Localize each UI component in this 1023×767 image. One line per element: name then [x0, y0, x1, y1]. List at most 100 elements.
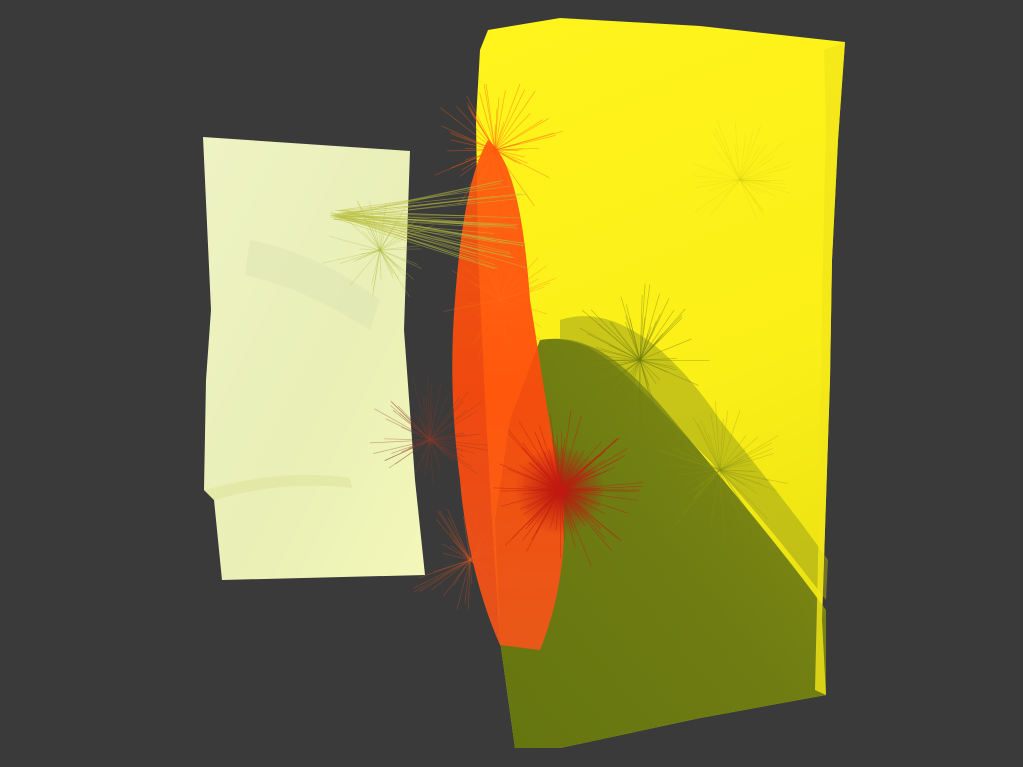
fiber-strand [413, 559, 471, 593]
fiber-strand [443, 553, 471, 561]
fiber-strand [494, 149, 521, 165]
fiber-strand [384, 439, 431, 462]
fiber-strand [340, 179, 504, 216]
fiber-strand [559, 489, 602, 528]
fiber-strand [494, 118, 549, 151]
fiber-strand [605, 359, 641, 389]
fiber-strand [494, 147, 540, 151]
fiber-strand [472, 299, 501, 345]
fiber-strand [599, 359, 641, 371]
fiber-strand [469, 559, 493, 574]
fiber-strand [719, 469, 755, 489]
fiber-strand [607, 359, 641, 362]
fiber-strand [451, 149, 496, 169]
fiber-strand [692, 175, 741, 181]
fiber-strand [559, 489, 562, 559]
fiber-strand [469, 542, 488, 561]
fiber-strand [466, 95, 496, 151]
fiber-strand [639, 317, 683, 361]
fiber-strand [469, 549, 491, 561]
fiber-strand [379, 249, 402, 270]
fiber-strand [639, 334, 649, 361]
fiber-strand [472, 282, 501, 301]
fiber-strand [719, 469, 763, 485]
fiber-strand [719, 458, 743, 471]
fiber-strand [379, 231, 391, 251]
fiber-strand [716, 119, 741, 181]
fiber-strand [595, 359, 641, 372]
fiber-strand [349, 193, 522, 213]
fiber-strand [332, 218, 495, 234]
fiber-strand [483, 261, 501, 301]
fiber-strand [494, 149, 505, 185]
fiber-strand [739, 179, 759, 194]
fiber-strand [725, 152, 741, 181]
fiber-strand [739, 175, 771, 181]
fiber-strand [499, 299, 508, 323]
fiber-strand [443, 299, 501, 312]
fiber-strand [494, 149, 509, 175]
fiber-strand [711, 145, 741, 181]
fiber-strand [372, 249, 381, 297]
fiber-strand [499, 274, 510, 301]
fiber-strand [500, 489, 561, 492]
fiber-strand [429, 439, 473, 468]
fiber-strand [525, 489, 561, 509]
fiber-strand [613, 359, 641, 396]
fiber-strand [499, 282, 551, 301]
fiber-strand [608, 344, 641, 361]
fiber-strand [464, 149, 496, 161]
fiber-strand [429, 439, 463, 452]
fiber-strand [499, 299, 523, 309]
fiber-strand [339, 185, 510, 211]
fiber-strand [535, 489, 561, 534]
fiber-strand [456, 106, 496, 151]
fiber-strand [379, 249, 422, 269]
fiber-strand [429, 439, 441, 472]
fiber-strand [494, 90, 506, 151]
fiber-strand [429, 438, 454, 441]
yellow-block[interactable] [476, 18, 845, 748]
pale-panel[interactable] [203, 137, 425, 580]
fiber-strand [379, 249, 394, 275]
fiber-strand [629, 318, 641, 361]
fiber-strand [340, 249, 381, 264]
fiber-strand [360, 249, 381, 255]
fiber-strand [429, 439, 459, 462]
fiber-strand [719, 459, 746, 471]
fiber-strand [682, 469, 721, 514]
fiber-strand [477, 149, 496, 172]
fiber-strand [433, 559, 471, 573]
fiber-strand [594, 359, 641, 368]
fiber-strand [408, 439, 431, 449]
fiber-strand [429, 439, 461, 459]
fiber-strand [519, 465, 561, 491]
fiber-strand [739, 161, 792, 181]
fiber-strand [494, 112, 531, 151]
fiber-strand [494, 271, 501, 301]
fiber-strand [429, 410, 478, 441]
fiber-strand [494, 122, 505, 151]
fiber-strand [388, 439, 431, 469]
fiber-strand [431, 559, 471, 591]
fiber-strand [669, 446, 721, 471]
fiber-strand [447, 509, 471, 561]
fiber-strand [475, 299, 501, 319]
fiber-strand [693, 469, 721, 492]
fiber-strand [452, 270, 501, 301]
fiber-strand [477, 299, 501, 359]
fiber-strand [719, 448, 774, 471]
fiber-strand [499, 257, 539, 301]
fiber-strand [466, 523, 471, 561]
fiber-strand [469, 559, 493, 580]
fiber-strand [499, 290, 533, 301]
fiber-strand [499, 278, 539, 301]
fiber-strand [675, 469, 721, 526]
fiber-strand [470, 149, 496, 165]
fiber-strand [739, 131, 754, 181]
fiber-strand [494, 97, 500, 151]
fiber-strand [469, 501, 498, 561]
fiber-strand [518, 421, 561, 491]
